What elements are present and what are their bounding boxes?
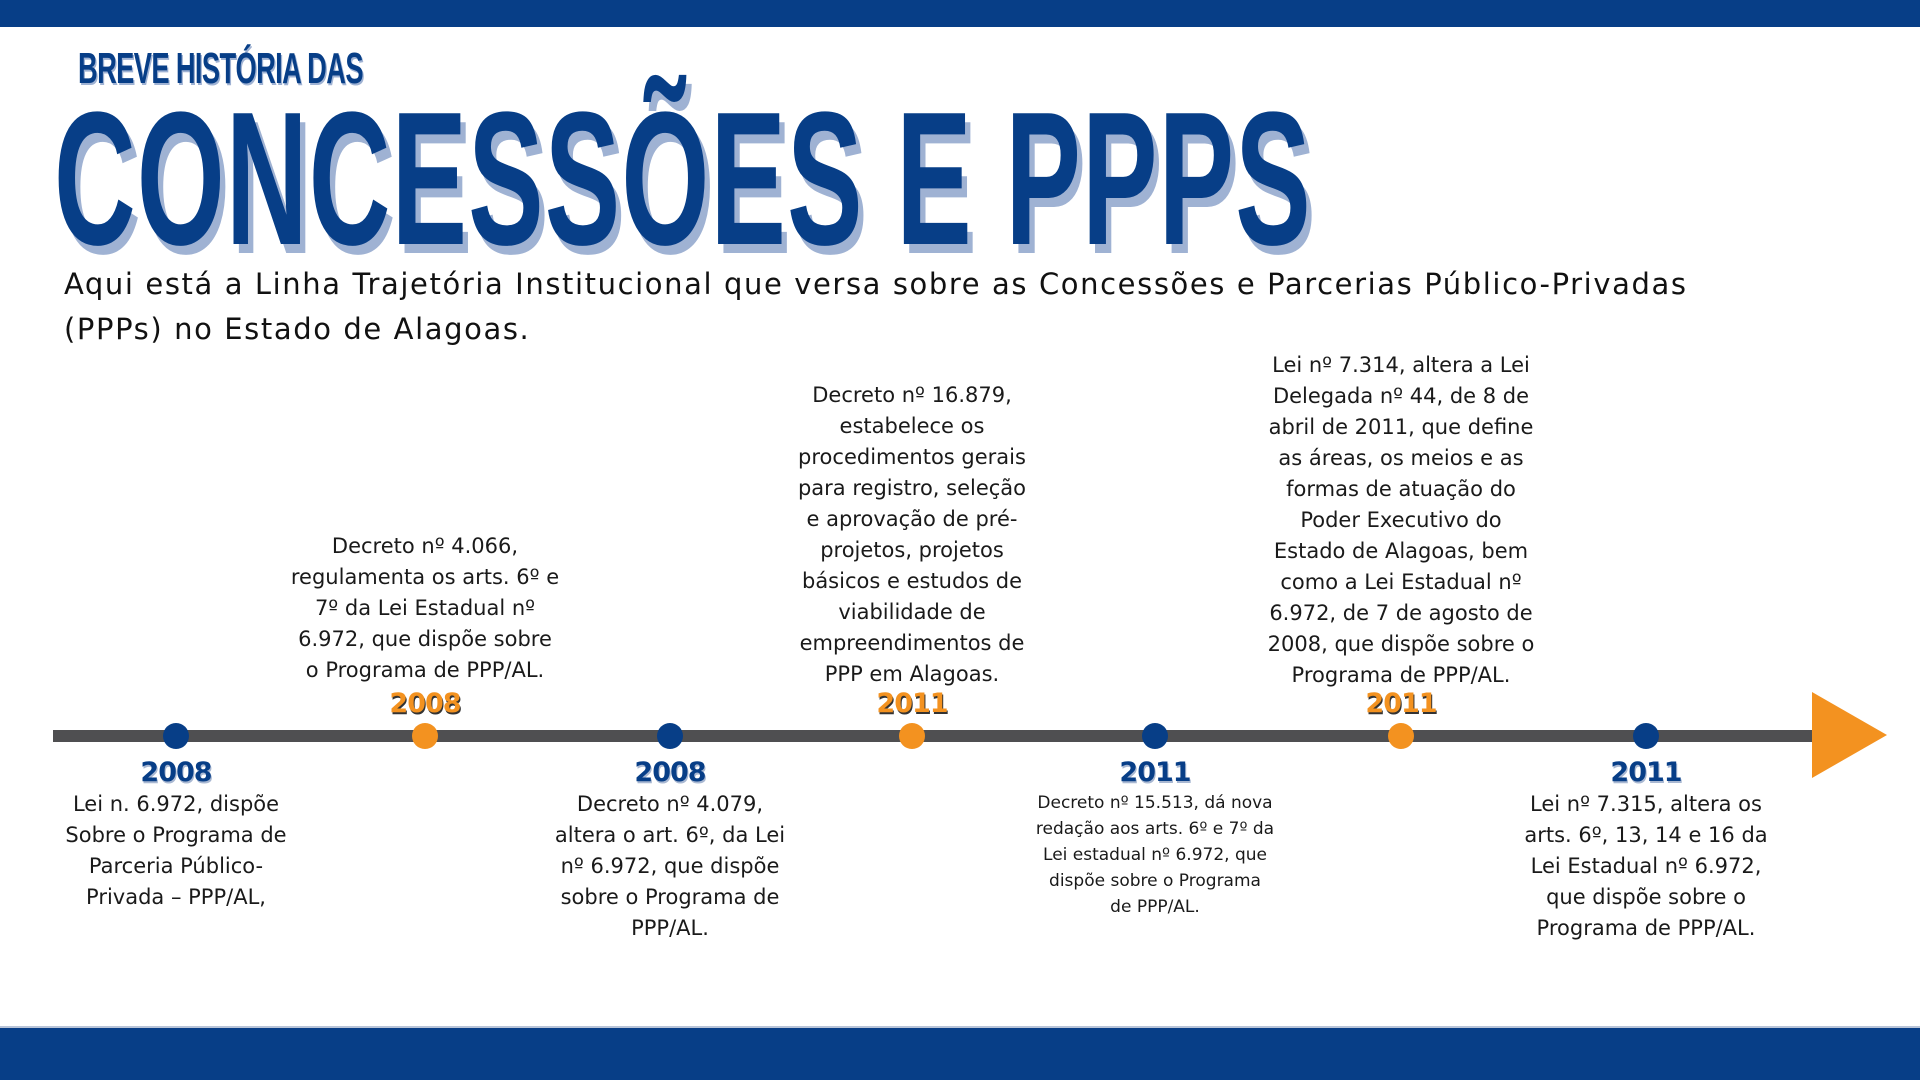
description-line: Sobre o Programa de [65,823,287,847]
timeline-dot-1 [163,723,189,749]
timeline-year-4: 2011 [876,688,948,719]
description-line: 6.972, que dispõe sobre [298,627,552,651]
description-line: Decreto nº 16.879, [812,383,1012,407]
description-line: Decreto nº 15.513, dá nova [1037,793,1273,813]
timeline-year-3: 2008 [634,757,706,788]
description-line: Lei nº 7.315, altera os [1530,792,1762,816]
description-line: Decreto nº 4.079, [576,792,764,816]
description-line: viabilidade de [838,600,986,624]
description-line: 6.972, de 7 de agosto de [1269,601,1533,625]
description-line: que dispõe sobre o [1546,885,1746,909]
intro-line-2: (PPPs) no Estado de Alagoas. [64,312,531,346]
timeline-description-2: Decreto nº 4.066, regulamenta os arts. 6… [285,531,565,686]
page-title: CONCESSÕES E PPPS [54,73,1312,285]
timeline-year-6: 2011 [1365,688,1437,719]
description-line: sobre o Programa de [560,885,780,909]
description-line: arts. 6º, 13, 14 e 16 da [1524,823,1768,847]
description-line: para registro, seleção [797,476,1027,500]
timeline-description-6: Lei nº 7.314, altera a Lei Delegada nº 4… [1266,350,1536,691]
description-line: o Programa de PPP/AL. [305,658,545,682]
description-line: procedimentos gerais [798,445,1026,469]
description-line: Parceria Público- [88,854,264,878]
description-line: Lei n. 6.972, dispõe [72,792,280,816]
timeline-dot-3 [657,723,683,749]
description-line: Privada – PPP/AL, [86,885,266,909]
description-line: Lei nº 7.314, altera a Lei [1272,353,1530,377]
description-line: Poder Executivo do [1300,508,1502,532]
timeline-track [53,730,1815,742]
description-line: básicos e estudos de [801,569,1023,593]
description-line: PPP/AL. [631,916,709,940]
bottom-banner-bar [0,1026,1920,1080]
description-line: formas de atuação do [1286,477,1516,501]
page-subtitle: BREVE HISTÓRIA DAS [78,44,364,93]
timeline-year-7: 2011 [1610,757,1682,788]
description-line: Programa de PPP/AL. [1536,916,1756,940]
timeline-year-5: 2011 [1119,757,1191,788]
description-line: Lei Estadual nº 6.972, [1530,854,1762,878]
description-line: como a Lei Estadual nº [1280,570,1522,594]
timeline-dot-6 [1388,723,1414,749]
timeline-description-5: Decreto nº 15.513, dá nova redação aos a… [1025,790,1285,920]
description-line: Estado de Alagoas, bem [1273,539,1529,563]
description-line: estabelece os [839,414,985,438]
top-banner-bar [0,0,1920,27]
timeline-dot-5 [1142,723,1168,749]
description-line: dispõe sobre o Programa [1049,871,1261,891]
description-line: 7º da Lei Estadual nº [314,596,536,620]
description-line: Decreto nº 4.066, [331,534,519,558]
description-line: PPP em Alagoas. [824,662,1000,686]
intro-line-1: Aqui está a Linha Trajetória Institucion… [64,267,1688,301]
description-line: abril de 2011, que define [1268,415,1534,439]
description-line: altera o art. 6º, da Lei [554,823,786,847]
description-line: Delegada nº 44, de 8 de [1272,384,1530,408]
description-line: projetos, projetos [820,538,1004,562]
description-line: as áreas, os meios e as [1278,446,1524,470]
timeline-dot-4 [899,723,925,749]
timeline-year-1: 2008 [140,757,212,788]
timeline-description-1: Lei n. 6.972, dispõe Sobre o Programa de… [56,789,296,913]
description-line: e aprovação de pré- [806,507,1018,531]
description-line: de PPP/AL. [1110,897,1200,917]
timeline-description-7: Lei nº 7.315, altera os arts. 6º, 13, 14… [1516,789,1776,944]
timeline-description-4: Decreto nº 16.879, estabelece os procedi… [782,380,1042,690]
arrow-right-icon [1812,692,1887,778]
description-line: 2008, que dispõe sobre o [1267,632,1535,656]
description-line: Programa de PPP/AL. [1291,663,1511,687]
intro-paragraph: Aqui está a Linha Trajetória Institucion… [64,262,1764,352]
description-line: Lei estadual nº 6.972, que [1043,845,1267,865]
timeline-dot-2 [412,723,438,749]
description-line: nº 6.972, que dispõe [560,854,780,878]
description-line: empreendimentos de [799,631,1025,655]
description-line: regulamenta os arts. 6º e [290,565,560,589]
description-line: redação aos arts. 6º e 7º da [1035,819,1275,839]
timeline-description-3: Decreto nº 4.079, altera o art. 6º, da L… [540,789,800,944]
timeline-dot-7 [1633,723,1659,749]
timeline-year-2: 2008 [389,688,461,719]
